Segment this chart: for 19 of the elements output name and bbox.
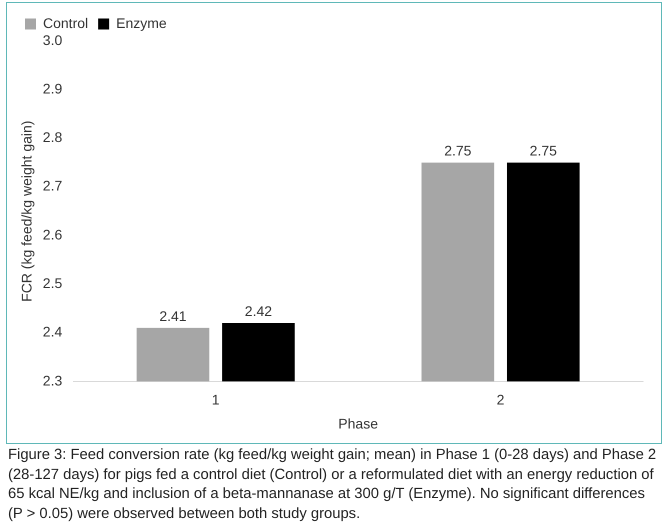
data-label: 2.75 bbox=[530, 142, 558, 158]
y-tick-label: 2.9 bbox=[42, 80, 62, 96]
x-axis-title: Phase bbox=[338, 415, 378, 432]
caption: Figure 3: Feed conversion rate (kg feed/kg weight gain; mean) in Phase 1 (0-28 days) and Phase 2 (28-127 days) for pigs fed a control diet (Control) or a reformulated diet with an energy reduction of 65 kcal NE/kg and inclusion of a beta-mannanase at 300 g/T (Enzyme). No significant differences (P > 0.05) were observed between both study groups. bbox=[8, 446, 658, 524]
data-label: 2.75 bbox=[444, 142, 472, 158]
y-tick-label: 2.3 bbox=[42, 372, 62, 388]
y-axis-title: FCR (kg feed/kg weight gain) bbox=[18, 120, 34, 302]
y-tick-label: 2.5 bbox=[42, 275, 62, 291]
y-tick-label: 3.0 bbox=[42, 32, 62, 48]
data-label: 2.41 bbox=[159, 308, 187, 324]
data-label: 2.42 bbox=[244, 302, 272, 319]
y-tick-label: 2.4 bbox=[42, 324, 62, 340]
x-tick-label: 1 bbox=[212, 392, 220, 408]
y-tick-label: 2.6 bbox=[42, 226, 62, 242]
legend-label: Enzyme bbox=[116, 14, 167, 31]
legend-label: Control bbox=[43, 14, 88, 31]
y-tick-label: 2.8 bbox=[42, 129, 62, 146]
x-tick-label: 2 bbox=[496, 392, 505, 408]
y-tick-label: 2.7 bbox=[42, 178, 62, 194]
